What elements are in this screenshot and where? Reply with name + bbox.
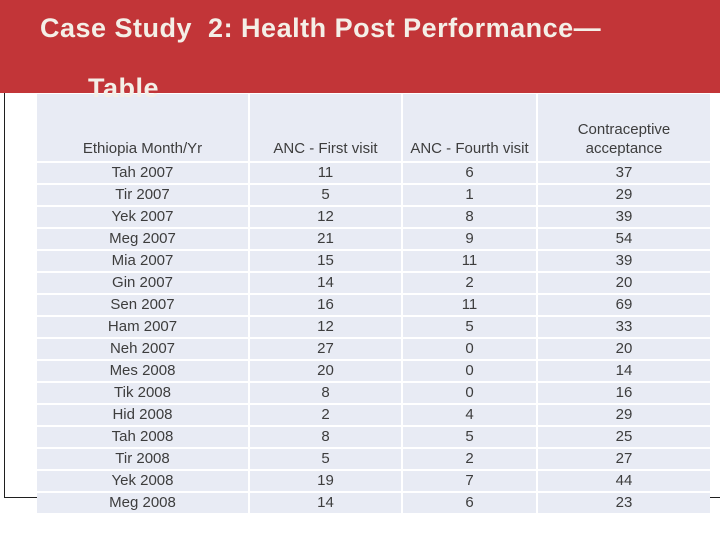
table-cell: 69 [538,295,710,317]
table-cell: Hid 2008 [37,405,250,427]
table-cell: Yek 2007 [37,207,250,229]
table-cell: Tir 2008 [37,449,250,471]
table-cell: Tah 2008 [37,427,250,449]
table-cell: Tir 2007 [37,185,250,207]
table-body: Tah 2007 11 6 37 Tir 2007 5 1 29 Yek 2007 12 8 39 Me… [37,163,710,513]
table-cell: 39 [538,251,710,273]
table-cell: 16 [250,295,403,317]
table-row: Mes 2008 20 0 14 [37,361,710,383]
table-row: Mia 2007 15 11 39 [37,251,710,273]
table-cell: 16 [538,383,710,405]
table-cell: Gin 2007 [37,273,250,295]
table-cell: 20 [250,361,403,383]
table-cell: 54 [538,229,710,251]
table-row: Tir 2008 5 2 27 [37,449,710,471]
table-cell: 11 [403,295,538,317]
health-post-data-table: Ethiopia Month/Yr ANC - First visit ANC - … [37,94,710,513]
table-cell: Mia 2007 [37,251,250,273]
table-cell: Ham 2007 [37,317,250,339]
table-row: Ham 2007 12 5 33 [37,317,710,339]
table-cell: 44 [538,471,710,493]
table-cell: 14 [250,493,403,513]
table-cell: 14 [250,273,403,295]
table-row: Hid 2008 2 4 29 [37,405,710,427]
table-cell: 8 [250,383,403,405]
table-cell: 0 [403,361,538,383]
header-cell: Contraceptive acceptance [538,94,710,163]
table-cell: Meg 2008 [37,493,250,513]
table-row: Yek 2007 12 8 39 [37,207,710,229]
table-cell: 20 [538,339,710,361]
table-cell: 5 [250,185,403,207]
table-cell: 8 [250,427,403,449]
table-row: Neh 2007 27 0 20 [37,339,710,361]
table-cell: 37 [538,163,710,185]
header-cell: ANC - Fourth visit [403,94,538,163]
table-cell: 12 [250,317,403,339]
table-cell: Meg 2007 [37,229,250,251]
table-row: Tir 2007 5 1 29 [37,185,710,207]
header-cell: ANC - First visit [250,94,403,163]
table-cell: 6 [403,493,538,513]
table-cell: 15 [250,251,403,273]
slide-title: Case Study 2: Health Post Performance— T… [40,13,601,133]
table-cell: 0 [403,339,538,361]
table-cell: 39 [538,207,710,229]
table-cell: 5 [250,449,403,471]
table-cell: 7 [403,471,538,493]
table-cell: 2 [403,449,538,471]
table-cell: 6 [403,163,538,185]
table-cell: 0 [403,383,538,405]
table-row: Tah 2008 8 5 25 [37,427,710,449]
table-cell: 2 [250,405,403,427]
table-cell: 4 [403,405,538,427]
table-cell: 5 [403,427,538,449]
table-cell: 23 [538,493,710,513]
table-cell: Neh 2007 [37,339,250,361]
table-cell: 5 [403,317,538,339]
table-cell: 27 [538,449,710,471]
table-cell: 12 [250,207,403,229]
table-cell: 11 [403,251,538,273]
table-cell: Tik 2008 [37,383,250,405]
table-row: Gin 2007 14 2 20 [37,273,710,295]
title-band: Case Study 2: Health Post Performance— T… [0,0,720,103]
table-cell: 2 [403,273,538,295]
table-cell: 29 [538,185,710,207]
table-cell: 11 [250,163,403,185]
header-cell: Ethiopia Month/Yr [37,94,250,163]
table-cell: Mes 2008 [37,361,250,383]
table-cell: 20 [538,273,710,295]
table-cell: Yek 2008 [37,471,250,493]
table-row: Tah 2007 11 6 37 [37,163,710,185]
title-line-1: Case Study 2: Health Post Performance— [40,13,602,43]
table-cell: 33 [538,317,710,339]
table-cell: 1 [403,185,538,207]
table-cell: 8 [403,207,538,229]
table-cell: Tah 2007 [37,163,250,185]
title-line-2: Table [88,73,160,103]
table-header-row: Ethiopia Month/Yr ANC - First visit ANC - … [37,94,710,163]
table-cell: 29 [538,405,710,427]
table-cell: 19 [250,471,403,493]
table-row: Yek 2008 19 7 44 [37,471,710,493]
table-cell: 27 [250,339,403,361]
table-cell: 9 [403,229,538,251]
table-row: Meg 2007 21 9 54 [37,229,710,251]
table-row: Meg 2008 14 6 23 [37,493,710,513]
table-row: Sen 2007 16 11 69 [37,295,710,317]
table-cell: 14 [538,361,710,383]
table-cell: Sen 2007 [37,295,250,317]
table-cell: 21 [250,229,403,251]
table-cell: 25 [538,427,710,449]
table-row: Tik 2008 8 0 16 [37,383,710,405]
